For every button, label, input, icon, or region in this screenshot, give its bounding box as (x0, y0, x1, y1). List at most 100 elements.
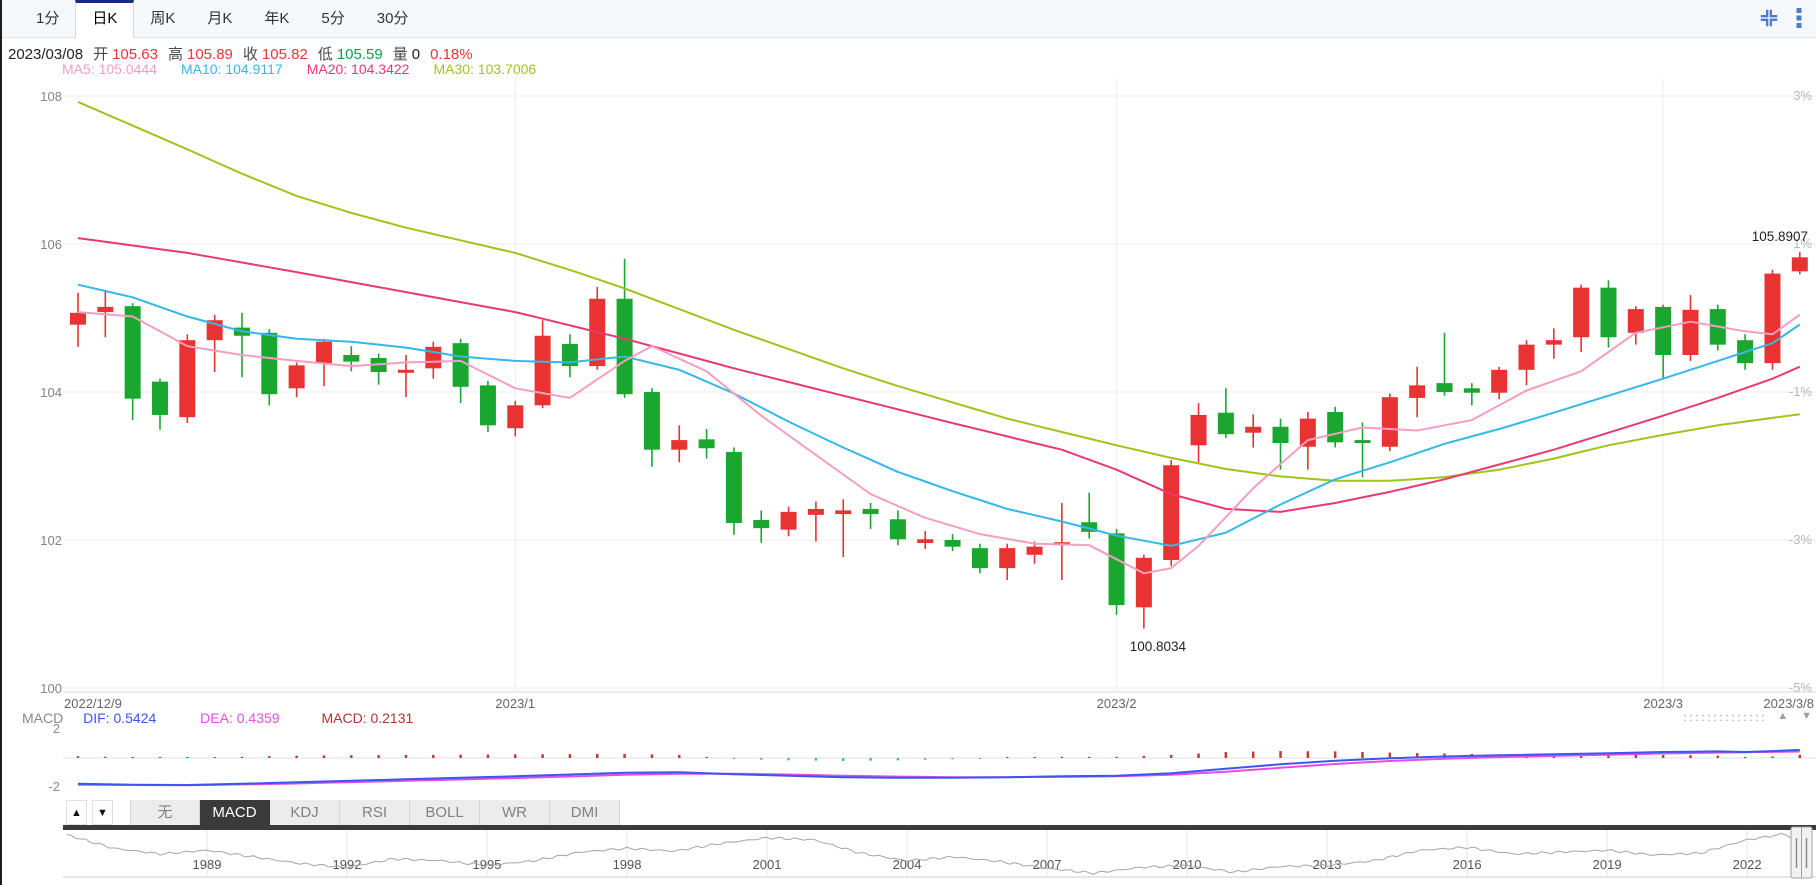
macd-panel: 2 -2 (48, 721, 1816, 794)
timeline-year-label: 2013 (1313, 857, 1342, 872)
quote-row: 2023/03/08 开 105.63 高 105.89 收 105.82 低 105.59 量 0… (8, 43, 473, 64)
tab-1[interactable]: 日K (75, 0, 135, 38)
candle-45 (1299, 418, 1316, 447)
x-axis-first-label: 2022/12/9 (64, 696, 122, 711)
candle-24 (725, 451, 742, 523)
candle-54 (1545, 340, 1562, 345)
candle-50 (1436, 383, 1453, 392)
ma10-line (77, 283, 1801, 547)
x-axis-label: 2023/1 (495, 696, 535, 711)
period-tabs: 1分 日K 周K 月K 年K 5分 30分 (20, 0, 424, 38)
panel-collapse-icon[interactable]: ▼ (1801, 710, 1812, 722)
candle-1 (97, 306, 114, 313)
candle-51 (1463, 388, 1480, 393)
candle-33 (971, 548, 988, 569)
indicator-button-rsi[interactable]: RSI (340, 800, 410, 825)
low-annotation: 100.8034 (1130, 639, 1187, 654)
candle-16 (507, 405, 524, 429)
candle-34 (999, 548, 1016, 569)
candle-55 (1573, 287, 1590, 338)
candle-42 (1217, 412, 1234, 435)
candle-44 (1272, 426, 1289, 444)
candle-17 (534, 335, 551, 406)
candle-29 (862, 508, 879, 515)
timeline-top-bar (63, 825, 1816, 830)
candle-46 (1327, 411, 1344, 443)
indicator-button-kdj[interactable]: KDJ (270, 800, 340, 825)
drag-handle-dots[interactable] (1682, 712, 1765, 721)
timeline-year-label: 2016 (1453, 857, 1482, 872)
y-axis-percent-label: -3% (1789, 532, 1813, 547)
candle-10 (343, 355, 360, 362)
timeline-scrubber[interactable]: 1989 1992 1995 1998 2001 2004 2007 2010 2013 2016… (63, 825, 1816, 879)
candle-39 (1135, 557, 1152, 608)
candle-35 (1026, 546, 1043, 555)
candle-37 (1081, 522, 1098, 532)
indicator-button-无[interactable]: 无 (130, 800, 200, 825)
ma-legend: MA5: 105.0444 MA10: 104.9117 MA20: 104.342… (62, 61, 560, 77)
timeline-year-label: 2007 (1033, 857, 1062, 872)
candle-22 (671, 440, 688, 450)
timeline-drag-handle[interactable] (1790, 826, 1813, 879)
y-axis-price-label: 100 (40, 681, 62, 696)
indicator-button-dmi[interactable]: DMI (550, 800, 620, 825)
macd-panel-label: MACD (22, 710, 64, 726)
ma-legend-item-2: MA20: 104.3422 (306, 61, 410, 77)
panel-expand-icon[interactable]: ▲ (1777, 710, 1789, 722)
panel-resize-controls: ▲ ▼ (1682, 711, 1812, 722)
scale-down-button[interactable]: ▼ (92, 800, 113, 825)
tab-5[interactable]: 5分 (321, 10, 345, 27)
candle-23 (698, 439, 715, 449)
timeline-year-label: 2010 (1173, 857, 1202, 872)
tab-3[interactable]: 月K (207, 10, 233, 27)
candle-43 (1245, 426, 1262, 433)
scale-up-button[interactable]: ▲ (66, 800, 87, 825)
collapse-icon[interactable] (1758, 7, 1780, 29)
candle-3 (151, 381, 168, 415)
candle-7 (261, 332, 278, 395)
indicator-button-boll[interactable]: BOLL (410, 800, 480, 825)
quote-field-label: 收 (242, 46, 258, 63)
candle-47 (1354, 440, 1371, 444)
candle-4 (179, 340, 196, 418)
candle-20 (616, 298, 633, 395)
quote-field-value: 105.59 (336, 46, 383, 63)
quote-field-value: 0.18% (430, 46, 473, 63)
candle-57 (1627, 309, 1644, 333)
y-axis-price-label: 106 (40, 237, 62, 252)
candle-58 (1655, 306, 1672, 355)
candle-8 (288, 365, 305, 389)
indicator-bar: ▲ ▼ 无 MACD KDJ RSI BOLL WR DMI (66, 800, 620, 825)
candle-31 (917, 539, 934, 543)
quote-field-value: 105.82 (261, 46, 308, 63)
quote-field-label: 低 (317, 46, 333, 63)
y-axis-percent-label: -1% (1789, 384, 1813, 399)
candle-49 (1409, 385, 1426, 398)
timeline-year-label: 2022 (1733, 857, 1762, 872)
high-annotation: 105.8907 (1752, 229, 1808, 244)
timeline-year-label: 2019 (1593, 857, 1622, 872)
candle-59 (1682, 309, 1699, 355)
candle-41 (1190, 414, 1207, 446)
y-axis-percent-label: -5% (1789, 680, 1813, 695)
candle-15 (479, 385, 496, 426)
tab-2[interactable]: 周K (150, 10, 176, 27)
quote-field-label: 量 (392, 46, 408, 63)
ma-legend-item-0: MA5: 105.0444 (62, 61, 157, 77)
kebab-menu-icon[interactable] (1796, 7, 1802, 29)
tab-0[interactable]: 1分 (36, 10, 60, 27)
indicator-button-wr[interactable]: WR (480, 800, 550, 825)
candle-53 (1518, 344, 1535, 370)
y-axis-price-label: 102 (40, 533, 62, 548)
ma-legend-item-1: MA10: 104.9117 (180, 61, 283, 77)
tab-4[interactable]: 年K (264, 10, 290, 27)
timeline-year-label: 1989 (193, 857, 222, 872)
indicator-button-macd[interactable]: MACD (200, 800, 270, 825)
ma-legend-item-3: MA30: 103.7006 (433, 61, 537, 77)
quote-date: 2023/03/08 (8, 46, 84, 63)
candle-52 (1491, 369, 1508, 393)
tab-6[interactable]: 30分 (376, 10, 409, 27)
candle-25 (753, 520, 770, 529)
